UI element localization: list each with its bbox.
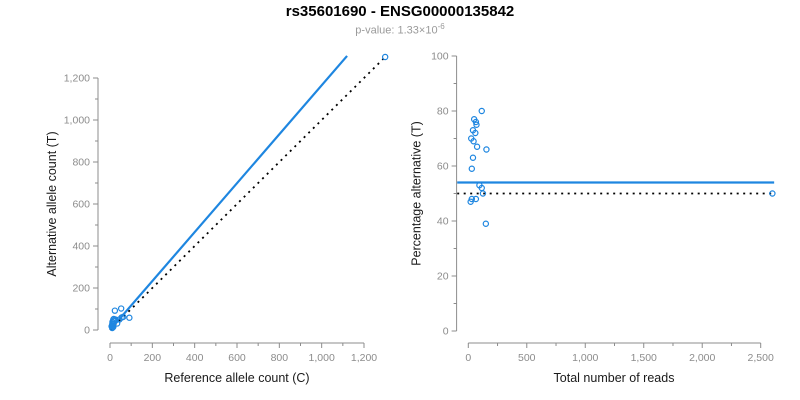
- y-axis-title: Alternative allele count (T): [45, 131, 59, 276]
- p-value-text: p-value: 1.33×10: [355, 24, 438, 37]
- x-tick-label: 0: [107, 352, 113, 364]
- x-tick-label: 400: [186, 352, 204, 364]
- page-title: rs35601690 - ENSG00000135842: [285, 3, 515, 20]
- fitted-line: [109, 55, 348, 331]
- x-tick-label: 1,500: [631, 352, 657, 364]
- data-point: [479, 190, 487, 197]
- y-tick-label: 1,200: [64, 73, 90, 85]
- data-point: [126, 314, 133, 321]
- data-point: [467, 198, 474, 205]
- data-point: [468, 165, 476, 172]
- y-tick-label: 0: [443, 326, 449, 338]
- x-tick-label: 1,000: [572, 352, 598, 364]
- y-tick-label: 800: [72, 157, 90, 169]
- plot-header: rs35601690 - ENSG00000135842 p-value: 1.…: [0, 3, 800, 37]
- y-tick-label: 20: [437, 271, 449, 283]
- data-point: [113, 320, 121, 327]
- data-point: [769, 190, 776, 197]
- x-axis-title: Reference allele count (C): [164, 371, 309, 385]
- data-point: [470, 138, 477, 145]
- x-tick-label: 500: [518, 352, 536, 364]
- y-tick-label: 100: [431, 51, 449, 63]
- data-point: [472, 118, 480, 126]
- data-point: [483, 146, 490, 153]
- p-value-exponent: -6: [437, 22, 445, 31]
- data-point: [110, 323, 117, 331]
- x-tick-label: 200: [144, 352, 162, 364]
- x-tick-label: 1,200: [351, 352, 377, 364]
- data-point: [472, 195, 480, 203]
- y-axis-title: Percentage alternative (T): [410, 121, 424, 266]
- data-point: [472, 129, 479, 137]
- y-tick-label: 600: [72, 199, 90, 211]
- y-tick-label: 60: [437, 161, 449, 173]
- x-tick-label: 2,500: [748, 352, 774, 364]
- data-point: [117, 305, 125, 312]
- data-point: [478, 107, 485, 115]
- y-tick-label: 400: [72, 241, 90, 253]
- x-tick-label: 600: [228, 352, 246, 364]
- data-point: [473, 143, 481, 150]
- data-point: [469, 154, 477, 161]
- data-point: [473, 121, 480, 128]
- data-point: [381, 53, 389, 61]
- x-axis-title: Total number of reads: [554, 371, 675, 385]
- x-tick-label: 2,000: [689, 352, 715, 364]
- x-tick-label: 0: [465, 352, 471, 364]
- data-point: [482, 220, 490, 227]
- y-tick-label: 40: [437, 216, 449, 228]
- data-point: [109, 324, 116, 332]
- y-tick-label: 200: [72, 283, 90, 295]
- y-tick-label: 0: [84, 325, 90, 337]
- identity-line: [109, 54, 388, 331]
- data-point: [120, 313, 127, 321]
- data-point: [111, 307, 119, 314]
- y-tick-label: 80: [437, 106, 449, 118]
- x-tick-label: 1,000: [309, 352, 335, 364]
- y-tick-label: 1,000: [64, 115, 90, 127]
- p-value-subtitle: p-value: 1.33×10-6: [0, 22, 800, 37]
- x-tick-label: 800: [271, 352, 289, 364]
